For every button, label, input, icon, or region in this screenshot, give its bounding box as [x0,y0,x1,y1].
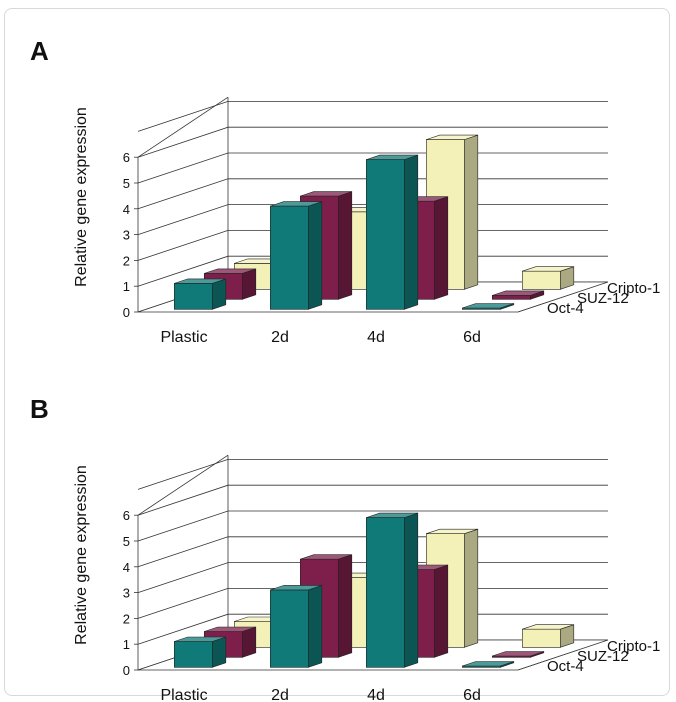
bar-front [521,270,561,290]
bar-cripto-1-6d [521,266,575,290]
bar-top [174,278,226,284]
x-tick-label: Plastic [160,329,207,346]
bar-front [491,295,531,300]
bar-top [492,651,544,657]
y-tick-label: 4 [123,202,130,217]
bar-side [307,201,323,310]
bar-oct-4-2d [269,584,323,668]
series-label: SUZ-12 [577,648,629,665]
y-tick-label: 2 [123,253,130,268]
y-tick-label: 1 [123,279,130,294]
y-axis-label: Relative gene expression [73,465,90,645]
bar-front [269,589,309,668]
x-tick-label: 4d [367,687,385,702]
figure-frame [4,8,670,696]
bar-top [174,636,226,642]
y-tick-label: 5 [123,176,130,191]
side-wall-edge [137,454,229,516]
bar-top [426,528,478,535]
series-label: SUZ-12 [577,290,629,307]
floor-line [517,649,579,671]
bar-oct-4-6d [461,303,515,310]
bar-side [337,554,353,658]
y-tick-label: 5 [123,534,130,549]
bar-front [365,159,405,310]
floor-line [517,291,579,313]
bar-top [426,134,478,140]
bar-top [300,191,352,197]
bar-cripto-1-6d [521,624,575,648]
bar-front [521,628,561,648]
x-tick-label: 6d [463,329,481,346]
bar-side [463,528,479,648]
bar-side [433,196,449,300]
bar-top [462,303,514,309]
bar-suz-12-6d [491,290,545,300]
y-axis-label: Relative gene expression [73,107,90,287]
bar-front [174,283,213,310]
bar-top [300,554,352,560]
bar-side [403,154,419,310]
bar-suz-12-6d [491,651,545,658]
bar-oct-4-4d [365,154,419,310]
bar-top [366,154,418,160]
panel-label: B [30,394,49,424]
side-wall-edge [137,96,229,158]
series-label: Oct-4 [547,658,584,675]
bar-oct-4-4d [365,512,419,668]
bar-front [269,205,309,310]
x-tick-label: 2d [271,329,289,346]
panel-label: A [30,36,49,66]
x-tick-label: 2d [271,687,289,702]
chart-panel-b: B 0 1 2 3 4 5 6 Relative gene expression Plastic 2… [30,394,660,702]
bar-top [492,290,544,296]
x-tick-label: Plastic [160,687,207,702]
bar-side [337,191,353,300]
bar-front [174,641,213,668]
x-tick-label: 4d [367,329,385,346]
y-tick-label: 3 [123,228,130,243]
y-tick-label: 0 [123,305,130,320]
bar-top [270,201,322,207]
chart-panel-a: A 0 1 2 3 4 5 6 Relative gene expression Plastic 2… [30,36,660,346]
bar-top [204,626,256,632]
y-tick-label: 6 [123,150,130,165]
bar-oct-4-2d [269,201,323,310]
bar-side [433,564,449,658]
series-label: Cripto-1 [607,638,660,655]
y-tick-label: 4 [123,560,130,575]
y-tick-label: 0 [123,663,130,678]
y-tick-label: 2 [123,611,130,626]
bar-side [242,268,257,300]
bar-oct-4-6d [461,661,515,668]
y-tick-label: 3 [123,586,130,601]
bar-oct-4-plastic [174,636,227,668]
x-tick-label: 6d [463,687,481,702]
bar-top [366,512,418,518]
bar-side [307,584,323,668]
bar-side [212,636,227,668]
bar-side [463,134,479,290]
bar-side [212,278,227,310]
bar-top [270,585,322,591]
bar-top [462,661,514,667]
bar-top [522,624,574,630]
series-label: Oct-4 [547,300,584,317]
bar-top [204,268,256,274]
y-tick-label: 6 [123,508,130,523]
series-label: Cripto-1 [607,280,660,297]
bar-front [365,517,405,668]
bar-side [242,626,257,658]
bar-top [522,266,574,272]
bar-oct-4-plastic [174,278,227,310]
y-tick-label: 1 [123,637,130,652]
bar-side [403,512,419,668]
